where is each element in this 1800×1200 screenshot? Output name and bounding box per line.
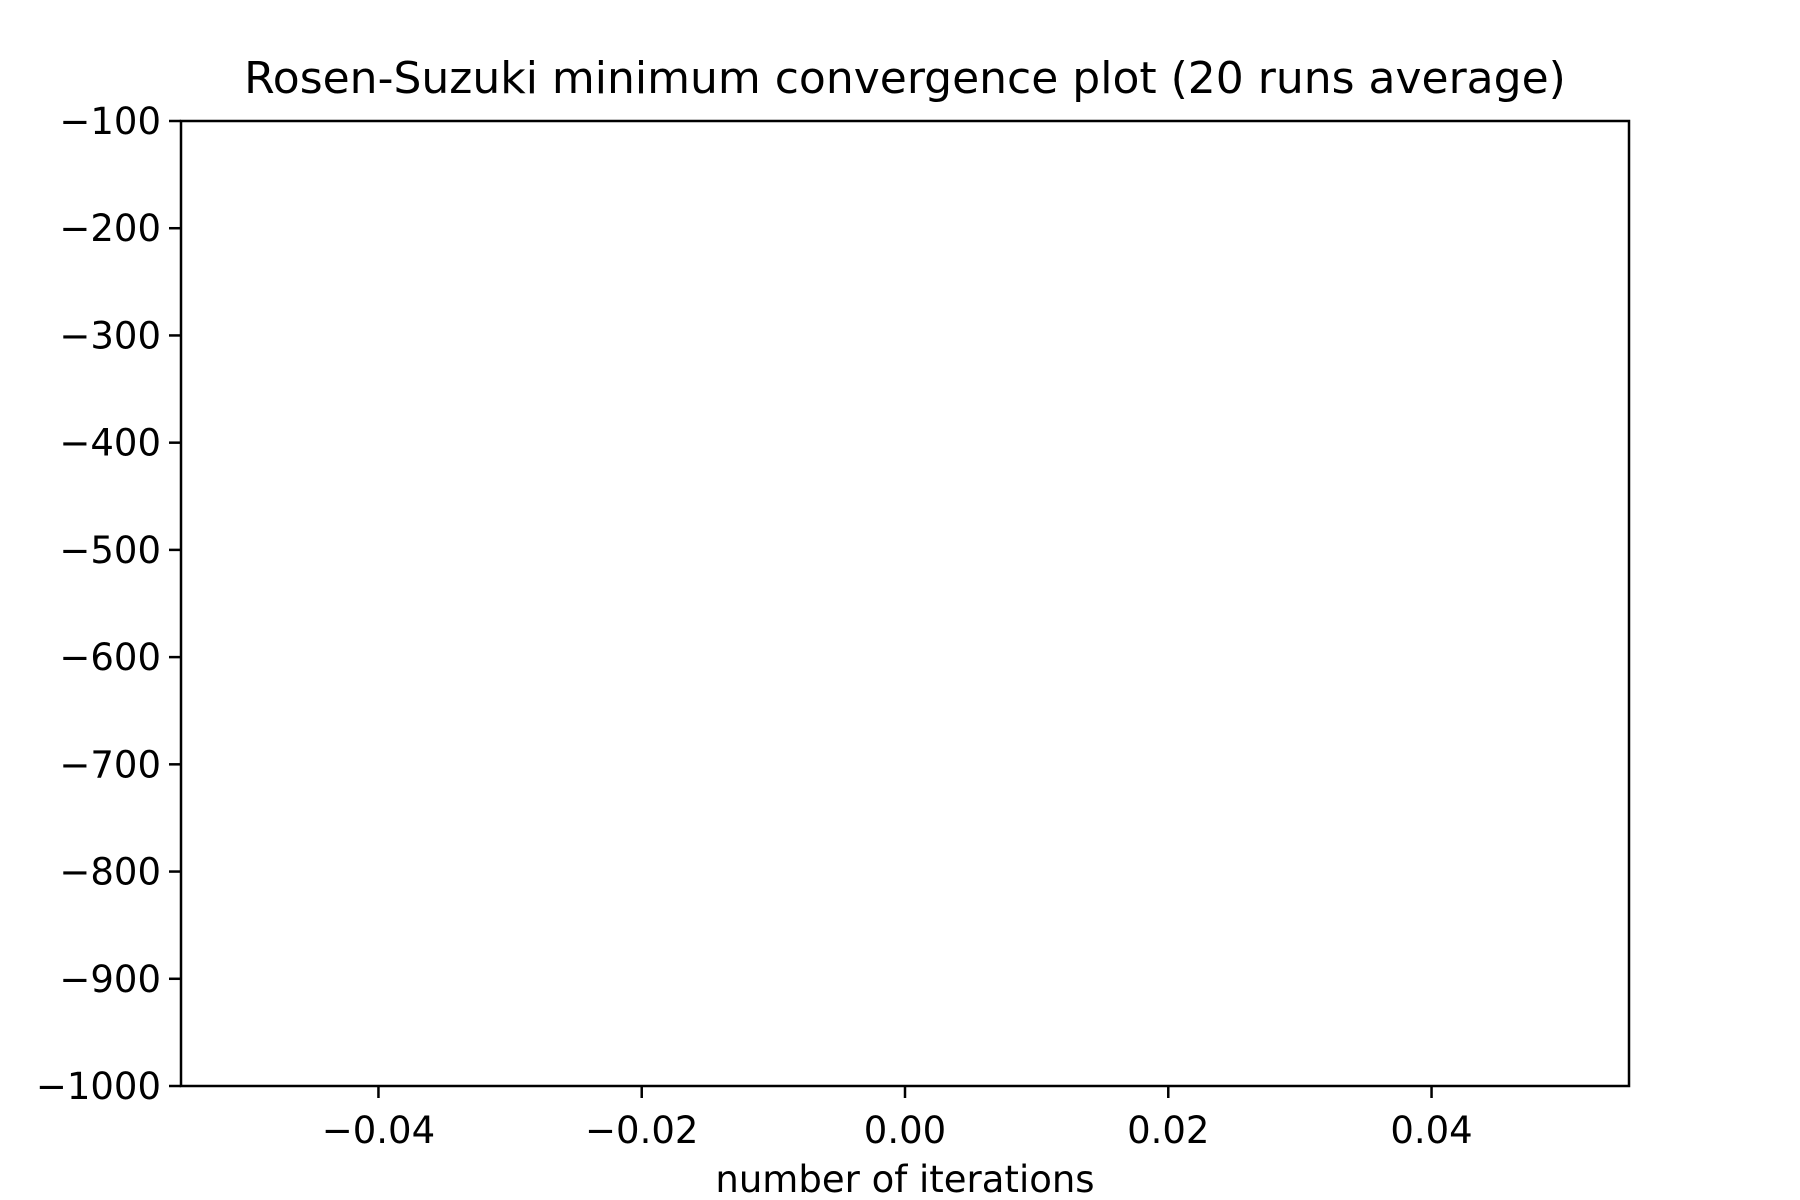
y-tick-label: −900 bbox=[59, 958, 161, 1001]
y-tick-label: −100 bbox=[59, 100, 161, 143]
y-tick-label: −400 bbox=[59, 422, 161, 465]
x-tick-label: −0.02 bbox=[585, 1109, 698, 1152]
y-tick-label: −500 bbox=[59, 529, 161, 572]
y-tick-label: −800 bbox=[59, 851, 161, 894]
x-tick-label: 0.04 bbox=[1390, 1109, 1472, 1152]
y-tick-label: −1000 bbox=[36, 1065, 161, 1108]
x-axis-title: number of iterations bbox=[715, 1158, 1094, 1200]
y-tick-label: −300 bbox=[59, 314, 161, 357]
x-tick-label: −0.04 bbox=[322, 1109, 435, 1152]
y-tick-label: −200 bbox=[59, 207, 161, 250]
y-axis: −100 −200 −300 −400 −500 −600 −700 −800 −900 −100… bbox=[36, 100, 181, 1108]
chart-title: Rosen-Suzuki minimum convergence plot (2… bbox=[244, 53, 1566, 104]
plot-area-frame bbox=[179, 119, 1631, 1088]
x-axis: −0.04 −0.02 0.00 0.02 0.04 bbox=[322, 1086, 1473, 1152]
x-tick-label: 0.02 bbox=[1127, 1109, 1209, 1152]
y-tick-label: −700 bbox=[59, 743, 161, 786]
y-tick-label: −600 bbox=[59, 636, 161, 679]
x-tick-label: 0.00 bbox=[864, 1109, 946, 1152]
